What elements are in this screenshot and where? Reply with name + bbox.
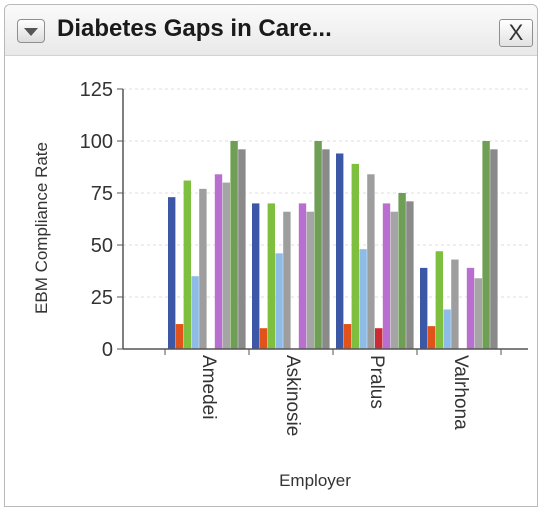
- bar: [420, 267, 428, 349]
- bar: [351, 163, 359, 349]
- bar: [168, 197, 176, 349]
- y-tick-label: 75: [91, 183, 113, 205]
- x-tick-label: Amedei: [198, 355, 219, 419]
- bar: [222, 182, 230, 349]
- bar: [451, 259, 459, 349]
- title-bar: Diabetes Gaps in Care... X: [5, 5, 537, 56]
- y-tick-labels: 0 25 50 75 100 125: [80, 79, 113, 361]
- y-axis-label: EBM Compliance Rate: [32, 142, 51, 314]
- bar: [259, 328, 268, 349]
- bar: [343, 324, 352, 349]
- bar: [466, 267, 475, 349]
- bar: [382, 203, 391, 349]
- bar: [398, 193, 406, 349]
- chevron-down-icon: [24, 28, 38, 36]
- bar: [435, 251, 443, 349]
- y-tick-label: 50: [91, 235, 113, 257]
- x-tick-label: Valrhona: [450, 355, 471, 430]
- bar: [298, 203, 307, 349]
- collapse-button[interactable]: [17, 19, 45, 43]
- bar: [314, 141, 322, 349]
- bar: [474, 278, 482, 349]
- bar: [482, 141, 490, 349]
- x-tick-label: Pralus: [366, 355, 387, 409]
- bar: [359, 249, 367, 349]
- bars: [168, 141, 498, 349]
- axes: [117, 88, 528, 355]
- bar: [322, 149, 330, 349]
- y-tick-label: 25: [91, 287, 113, 309]
- y-tick-label: 125: [80, 79, 113, 101]
- y-tick-label: 0: [102, 339, 113, 361]
- bar: [183, 180, 191, 349]
- close-button[interactable]: X: [499, 19, 533, 47]
- bar: [306, 211, 314, 349]
- y-tick-label: 100: [80, 131, 113, 153]
- bar: [175, 324, 184, 349]
- bar: [214, 174, 223, 349]
- bar: [199, 188, 207, 349]
- bar: [252, 203, 260, 349]
- bar: [490, 149, 498, 349]
- bar: [406, 201, 414, 349]
- bar: [443, 309, 451, 349]
- bar: [367, 174, 375, 349]
- x-axis-label: Employer: [279, 471, 351, 490]
- bar: [390, 211, 398, 349]
- bar: [336, 153, 344, 349]
- x-tick-labels: Amedei Askinosie Pralus Valrhona: [198, 355, 471, 436]
- bar: [427, 326, 436, 349]
- bar: [283, 211, 291, 349]
- bar: [230, 141, 238, 349]
- bar: [267, 203, 275, 349]
- panel-title: Diabetes Gaps in Care...: [57, 15, 332, 42]
- bar: [375, 328, 383, 349]
- gadget-panel: Diabetes Gaps in Care... X: [4, 4, 538, 507]
- bar: [275, 253, 283, 349]
- bar: [191, 276, 199, 349]
- bar: [238, 149, 246, 349]
- x-tick-label: Askinosie: [282, 355, 303, 436]
